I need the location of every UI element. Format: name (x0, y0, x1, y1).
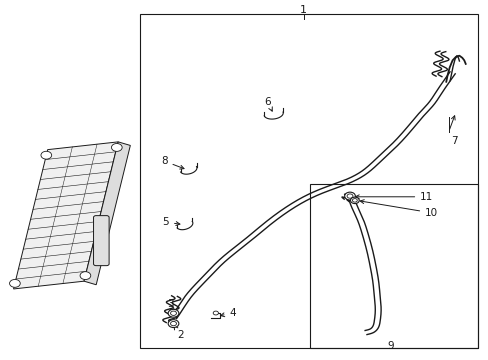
Circle shape (213, 311, 218, 315)
Circle shape (352, 199, 357, 202)
Circle shape (346, 194, 352, 198)
Circle shape (168, 320, 179, 328)
Text: 4: 4 (220, 308, 236, 318)
Circle shape (170, 311, 176, 315)
Text: 7: 7 (450, 136, 457, 146)
Circle shape (41, 151, 52, 159)
Text: 11: 11 (355, 192, 432, 202)
Circle shape (350, 197, 359, 203)
Text: 8: 8 (161, 156, 183, 169)
Circle shape (111, 144, 122, 151)
Text: 3: 3 (167, 299, 174, 312)
Polygon shape (14, 142, 118, 289)
Text: 6: 6 (264, 97, 272, 111)
Circle shape (10, 279, 20, 287)
Circle shape (168, 309, 179, 317)
Text: 1: 1 (300, 5, 306, 15)
Bar (309, 184, 477, 348)
Text: 5: 5 (162, 217, 180, 227)
Text: 9: 9 (386, 341, 393, 351)
FancyBboxPatch shape (93, 216, 109, 266)
Text: 10: 10 (359, 200, 437, 218)
Polygon shape (84, 142, 130, 285)
Circle shape (344, 192, 355, 200)
Circle shape (170, 321, 176, 326)
Text: 2: 2 (173, 325, 183, 341)
Bar (140, 14, 477, 348)
Circle shape (80, 272, 91, 279)
